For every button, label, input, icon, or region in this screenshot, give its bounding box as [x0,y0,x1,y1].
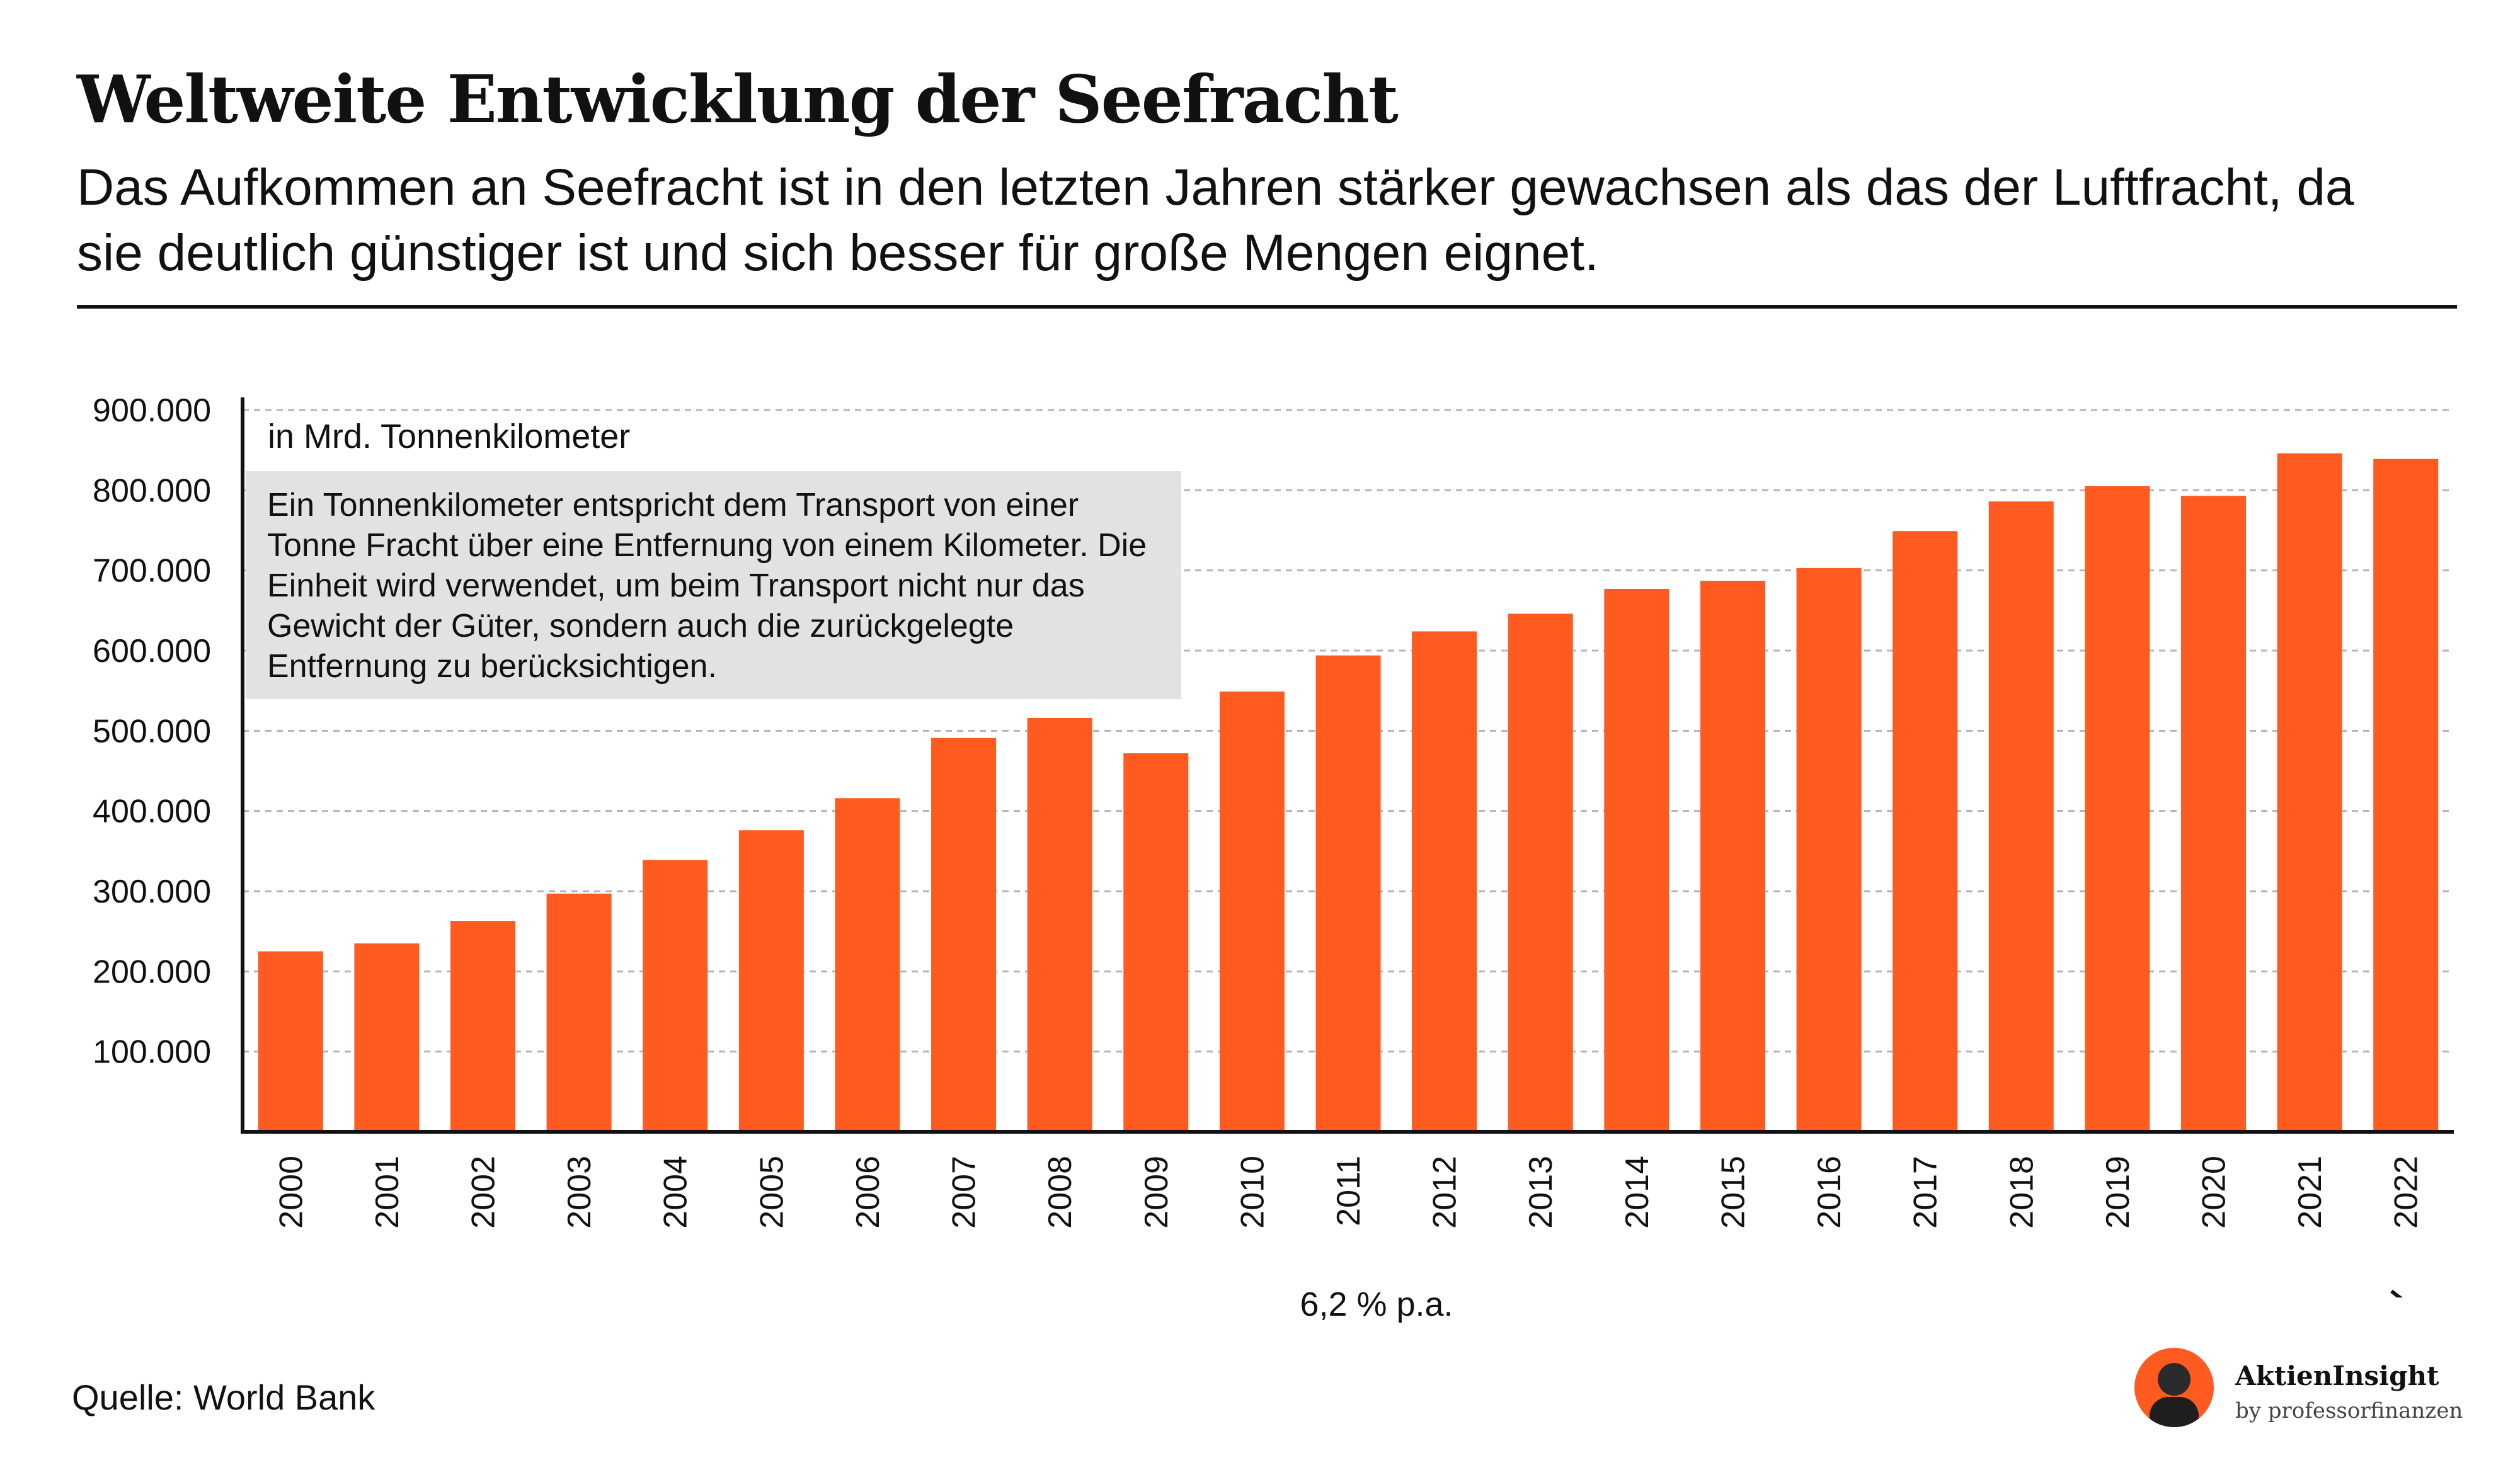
chart-subtitle: Das Aufkommen an Seefracht ist in den le… [77,159,2354,282]
bar [931,738,997,1132]
bar-chart: 100.000 200.000 300.000 400.000 500.000 600.0… [93,392,2454,1297]
x-tick-label: 2003 [561,1156,598,1229]
growth-arrow-head [2390,1289,2403,1297]
unit-label: in Mrd. Tonnenkilometer [268,418,631,455]
y-tick-label: 900.000 [93,392,211,429]
x-tick-label: 2016 [1811,1156,1848,1229]
y-axis-ticks: 100.000 200.000 300.000 400.000 500.000 600.0… [93,392,211,1071]
y-tick-label: 500.000 [93,713,211,750]
header-divider [77,305,2457,309]
y-tick-label: 700.000 [93,553,211,590]
y-tick-label: 800.000 [93,472,211,509]
bar [1315,655,1381,1132]
y-tick-label: 100.000 [93,1034,211,1071]
bar [450,921,516,1132]
bar [2085,486,2150,1132]
x-tick-label: 2021 [2292,1156,2328,1229]
bar [1123,753,1189,1132]
y-tick-label: 200.000 [93,954,211,990]
bar [1604,588,1670,1132]
info-box: Ein Tonnenkilometer entspricht dem Trans… [246,471,1181,699]
x-tick-label: 2009 [1138,1156,1175,1229]
y-tick-label: 400.000 [93,794,211,830]
x-tick-label: 2014 [1619,1156,1656,1229]
brand-name: AktienInsight [2235,1360,2439,1391]
y-tick-label: 600.000 [93,633,211,670]
x-tick-label: 2019 [2100,1156,2136,1229]
x-tick-label: 2018 [2003,1156,2040,1229]
x-tick-label: 2017 [1908,1156,1944,1229]
bar [1893,531,1958,1132]
bar [1988,501,2054,1132]
source-label: Quelle: World Bank [72,1377,375,1417]
bar [354,943,420,1132]
bar [258,951,323,1132]
x-axis-ticks: 2000 2001 2002 2003 2004 2005 2006 2007 2008 2009… [273,1156,2424,1229]
x-tick-label: 2013 [1523,1156,1559,1229]
x-tick-label: 2007 [946,1156,983,1229]
growth-arrow [2390,1289,2403,1297]
x-tick-label: 2012 [1427,1156,1463,1229]
x-tick-label: 2001 [369,1156,406,1229]
x-tick-label: 2002 [466,1156,502,1229]
bar [643,860,708,1132]
x-tick-label: 2011 [1331,1156,1367,1226]
growth-rate-label: 6,2 % p.a. [1300,1285,1453,1323]
chart-title: Weltweite Entwicklung der Seefracht [77,60,1399,138]
bar [1412,631,1477,1132]
bar [1027,717,1092,1132]
brand-subtitle: by professorfinanzen [2235,1398,2463,1423]
bars [258,453,2439,1132]
x-tick-label: 2015 [1715,1156,1751,1229]
bar [1700,581,1765,1132]
bar [546,893,612,1132]
bar [2373,459,2439,1132]
x-tick-label: 2020 [2196,1156,2232,1229]
x-tick-label: 2010 [1234,1156,1271,1229]
x-tick-label: 2008 [1042,1156,1079,1229]
bar [738,830,804,1132]
bar [1508,613,1573,1132]
x-tick-label: 2022 [2388,1156,2425,1229]
y-tick-label: 300.000 [93,874,211,910]
bar [835,798,900,1132]
brand-avatar [2134,1348,2214,1427]
x-tick-label: 2000 [273,1156,309,1229]
x-tick-label: 2004 [658,1156,694,1229]
bar [2277,453,2342,1132]
bar [1219,691,1285,1132]
bar [1796,567,1862,1132]
x-tick-label: 2006 [850,1156,886,1229]
bar [2180,496,2246,1132]
person-icon [2150,1363,2199,1427]
x-tick-label: 2005 [753,1156,790,1229]
